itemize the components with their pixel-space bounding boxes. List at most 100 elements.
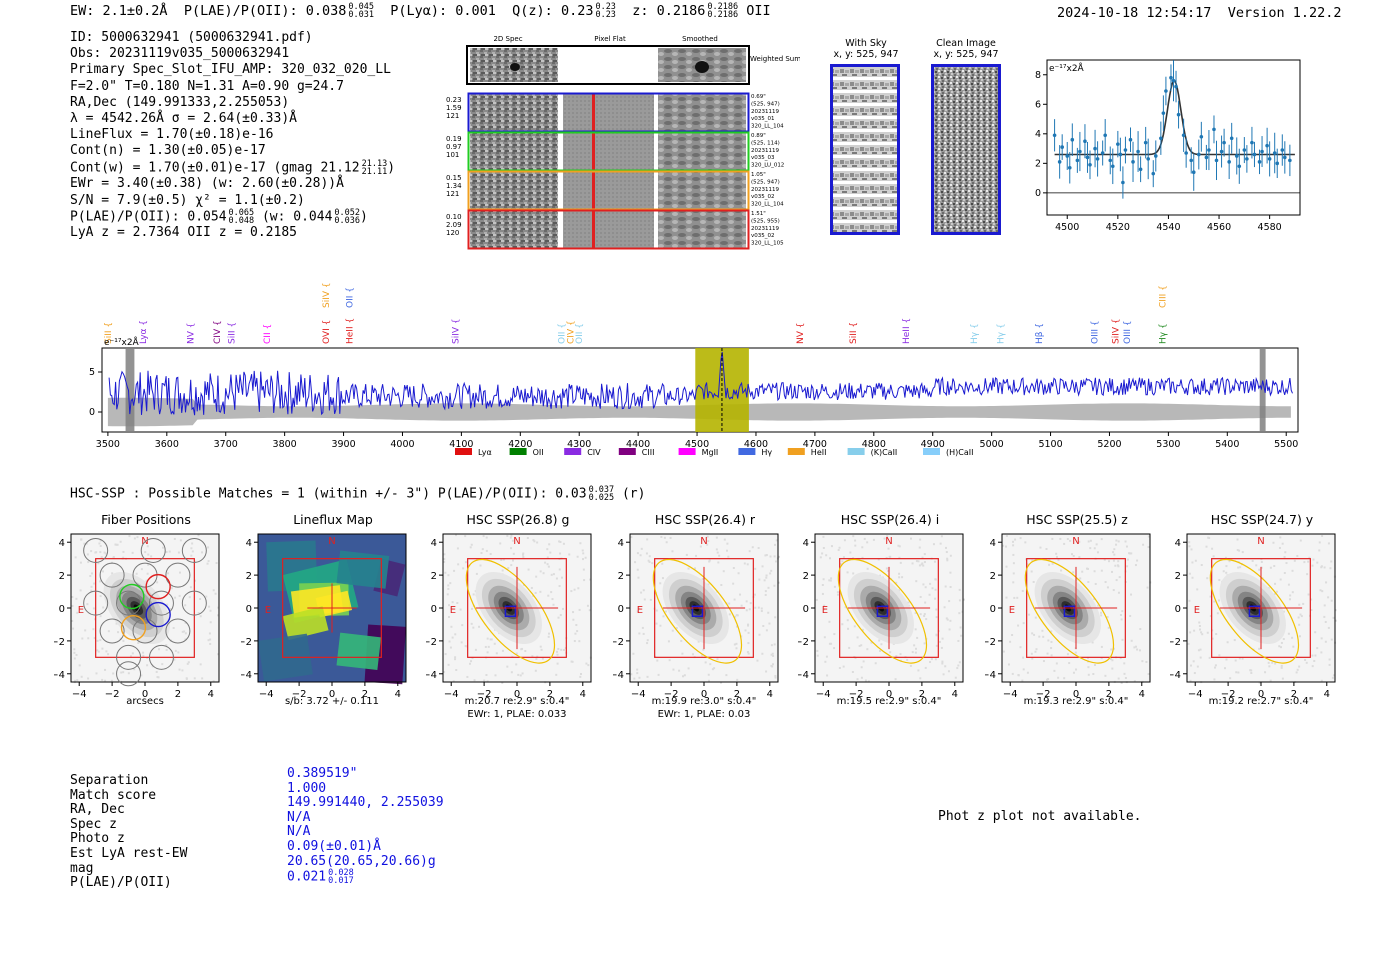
image-noise	[556, 662, 559, 665]
image-noise	[527, 568, 530, 571]
image-noise	[588, 609, 591, 612]
image-noise	[709, 663, 712, 666]
image-noise	[1238, 657, 1241, 660]
image-noise	[151, 665, 154, 668]
image-noise	[1332, 674, 1335, 677]
image-noise	[1323, 604, 1326, 607]
image-noise	[1125, 545, 1128, 548]
image-noise	[651, 562, 654, 565]
image-noise	[93, 637, 96, 640]
image-noise	[444, 653, 447, 656]
image-noise	[1100, 611, 1103, 614]
image-noise	[858, 644, 861, 647]
emission-line-label: Hγ {	[996, 323, 1006, 344]
image-noise	[864, 679, 867, 682]
image-noise	[720, 584, 723, 587]
image-noise	[194, 560, 197, 563]
image-noise	[897, 544, 900, 547]
zoom-point	[1184, 151, 1188, 155]
image-noise	[1214, 664, 1217, 667]
image-noise	[934, 588, 937, 591]
image-noise	[1093, 664, 1096, 667]
image-noise	[770, 653, 773, 656]
image-noise	[104, 668, 107, 671]
zoom-point	[1252, 152, 1257, 157]
hsc-summary-hi: 0.037	[588, 485, 615, 495]
image-noise	[671, 550, 674, 553]
image-noise	[470, 622, 473, 625]
image-noise	[174, 649, 177, 652]
legend-label: (K)CaII	[871, 448, 898, 457]
image-noise	[1091, 641, 1094, 644]
col-smoothed: Smoothed	[682, 35, 718, 43]
image-noise	[682, 675, 685, 678]
image-noise	[191, 550, 194, 553]
image-noise	[1300, 615, 1303, 618]
image-noise	[1115, 543, 1118, 546]
image-noise	[1281, 677, 1284, 680]
image-noise	[661, 577, 664, 580]
image-noise	[931, 587, 934, 590]
image-noise	[217, 606, 220, 609]
image-noise	[764, 590, 767, 593]
image-noise	[579, 675, 582, 678]
image-noise	[471, 656, 474, 659]
image-noise	[636, 668, 639, 671]
image-noise	[546, 563, 549, 566]
image-noise	[736, 678, 739, 681]
image-noise	[1087, 673, 1090, 676]
image-noise	[848, 646, 851, 649]
image-noise	[1255, 564, 1258, 567]
image-noise	[1005, 545, 1008, 548]
image-noise	[183, 630, 186, 633]
panel-ytick-label: 0	[1175, 604, 1181, 615]
image-noise	[887, 569, 890, 572]
flat-bad-column	[592, 94, 595, 131]
image-noise	[856, 678, 859, 681]
image-noise	[205, 595, 208, 598]
zoom-point	[1260, 149, 1264, 154]
image-noise	[100, 556, 103, 559]
image-noise	[131, 652, 134, 655]
image-noise	[636, 552, 639, 555]
image-noise	[1307, 593, 1310, 596]
image-noise	[1120, 681, 1123, 684]
image-noise	[1284, 551, 1287, 554]
flat-bad-column	[592, 172, 595, 209]
cutout-row-meta: 1.51"	[751, 211, 766, 217]
legend-label: OII	[533, 448, 544, 457]
panel-ytick-label: 2	[59, 571, 65, 582]
image-noise	[1241, 657, 1244, 660]
info-contw-row: Cont(w) = 1.70(±0.01)e-17 (gmag 21.12 21.…	[70, 158, 396, 177]
cutout-separator	[654, 94, 657, 131]
hsc-summary-text: HSC-SSP : Possible Matches = 1 (within +…	[70, 486, 587, 502]
image-noise	[522, 584, 525, 587]
image-noise	[770, 664, 773, 667]
panel-xtick-label: −2	[477, 689, 492, 700]
image-noise	[1051, 562, 1054, 565]
image-noise	[506, 665, 509, 668]
image-noise	[1198, 624, 1201, 627]
image-noise	[558, 585, 561, 588]
spectrum-xtick-label: 3900	[331, 439, 355, 450]
fiber-circle	[83, 590, 109, 616]
image-noise	[502, 558, 505, 561]
image-noise	[754, 567, 757, 570]
image-noise	[878, 639, 881, 642]
hsc-panel-caption: m:19.3 re:2.9" s:0.4"	[1023, 696, 1129, 707]
panel-ytick-label: 4	[803, 538, 809, 549]
image-noise	[1123, 672, 1126, 675]
image-noise	[83, 542, 86, 545]
image-noise	[949, 585, 952, 588]
image-noise	[923, 614, 926, 617]
image-noise	[71, 619, 74, 622]
image-noise	[720, 681, 723, 684]
panel-ytick-label: 0	[803, 604, 809, 615]
match-value: N/A	[287, 824, 311, 840]
north-label: N	[885, 536, 892, 547]
image-noise	[725, 549, 728, 552]
image-noise	[454, 658, 457, 661]
image-noise	[87, 677, 90, 680]
spectrum-xtick-label: 5300	[1156, 439, 1180, 450]
image-noise	[934, 578, 937, 581]
